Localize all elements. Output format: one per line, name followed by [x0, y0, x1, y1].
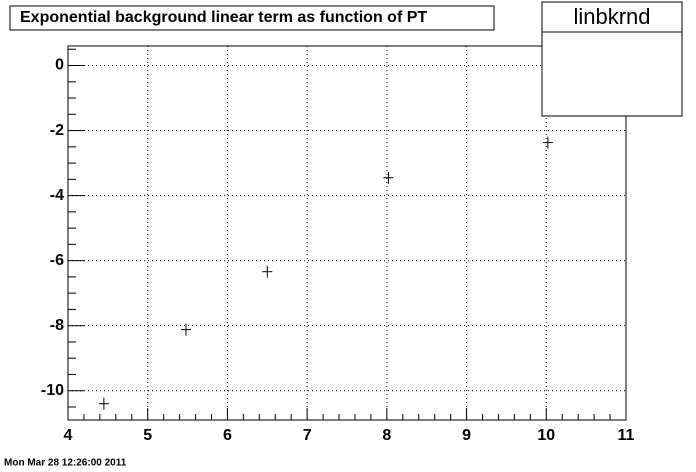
- stats-box: linbkrnd: [541, 1, 683, 117]
- x-tick-label: 5: [143, 427, 152, 444]
- x-tick-label: 8: [382, 427, 391, 444]
- point: [180, 323, 191, 336]
- stats-title: linbkrnd: [573, 4, 650, 29]
- plot-frame: [67, 45, 627, 421]
- point: [98, 397, 109, 410]
- stats-frame: [541, 1, 683, 117]
- y-tick-label: -6: [50, 252, 64, 269]
- timestamp: Mon Mar 28 12:26:00 2011: [4, 458, 127, 469]
- y-tick-label: -8: [50, 317, 64, 334]
- y-tick-label: 0: [55, 57, 64, 74]
- point: [542, 136, 553, 149]
- x-tick-label: 10: [537, 427, 555, 444]
- x-tick-label: 4: [64, 427, 73, 444]
- y-tick-label: -4: [50, 187, 64, 204]
- chart-title: Exponential background linear term as fu…: [20, 9, 427, 26]
- y-tick-label: -2: [50, 122, 64, 139]
- x-tick-label: 6: [223, 427, 232, 444]
- x-tick-label: 9: [462, 427, 471, 444]
- title-box: [9, 5, 495, 31]
- y-tick-label: -10: [41, 382, 64, 399]
- x-tick-label: 11: [618, 427, 635, 444]
- point: [262, 265, 273, 278]
- point: [383, 171, 394, 184]
- x-tick-label: 7: [303, 427, 312, 444]
